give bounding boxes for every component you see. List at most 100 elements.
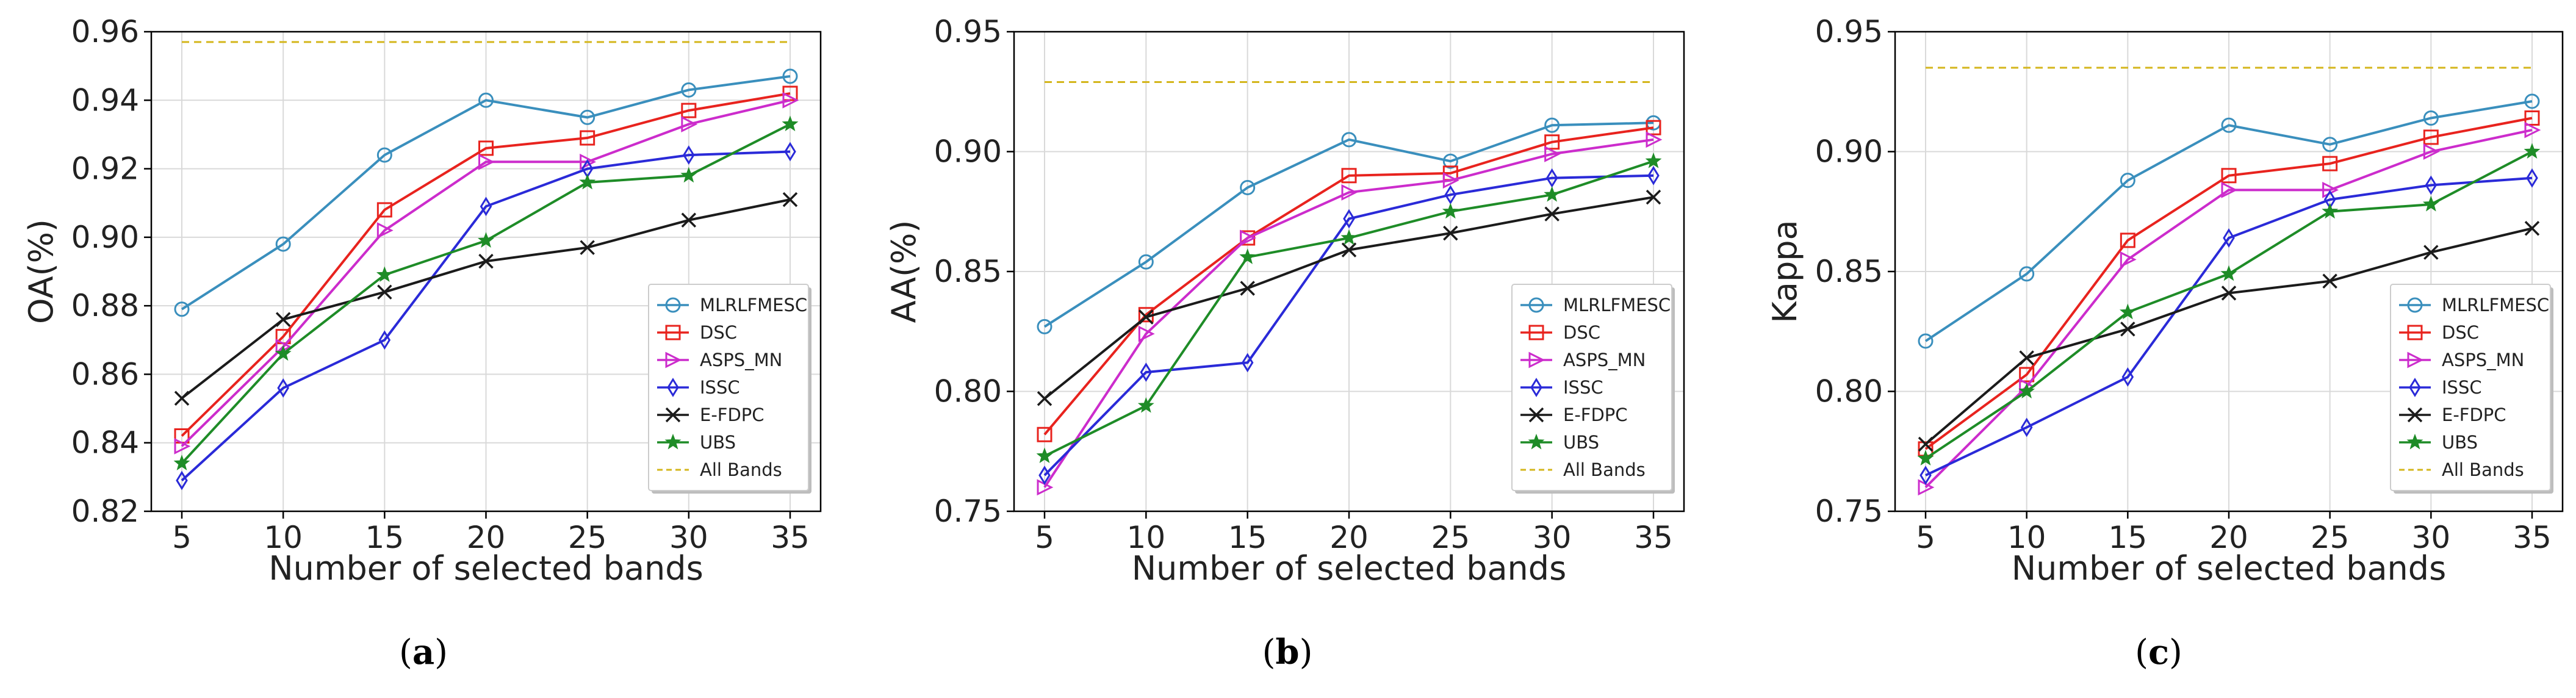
data-point: [1241, 353, 1254, 373]
data-point: [1240, 281, 1255, 296]
caption-letter: c: [2148, 632, 2169, 672]
data-point: [2221, 117, 2237, 133]
data-point: [275, 312, 291, 327]
legend-label: UBS: [2442, 432, 2478, 453]
data-point: [1138, 325, 1155, 342]
data-point: [277, 378, 289, 398]
legend-marker: [2407, 351, 2424, 369]
x-tick-label: 5: [1035, 520, 1054, 555]
data-point: [478, 92, 494, 108]
data-point: [1038, 466, 1051, 485]
legend-label: ISSC: [2442, 377, 2482, 398]
data-point: [2526, 168, 2538, 188]
data-point: [1139, 309, 1154, 325]
caption-letter: b: [1275, 632, 1299, 672]
legend-label: ASPS_MN: [1563, 350, 1646, 370]
data-point: [2220, 265, 2237, 281]
data-point: [580, 240, 595, 255]
data-point: [782, 115, 799, 132]
y-tick-label: 0.85: [1815, 254, 1883, 289]
caption-close-paren: ): [1300, 633, 1313, 672]
series-ubs: [1917, 143, 2541, 466]
data-point: [580, 153, 597, 170]
legend-marker: [1528, 325, 1544, 340]
data-point: [1138, 254, 1154, 270]
legend-label: DSC: [1563, 322, 1600, 343]
data-point: [376, 222, 394, 239]
legend-marker: [664, 433, 682, 450]
data-point: [176, 470, 188, 491]
data-point: [2121, 367, 2134, 387]
x-tick-label: 10: [2007, 520, 2046, 555]
legend-marker: [2407, 297, 2423, 313]
legend-box: [1511, 284, 1672, 491]
data-point: [2423, 129, 2439, 145]
y-tick-label: 0.88: [71, 288, 139, 323]
series-line: [1043, 121, 1654, 328]
x-axis-label: Number of selected bands: [2012, 549, 2446, 588]
legend-marker: [2406, 433, 2423, 450]
data-point: [275, 345, 292, 361]
series-line: [1043, 126, 1654, 436]
caption-open-paren: (: [1262, 633, 1276, 672]
data-point: [1340, 229, 1358, 245]
x-tick-label: 25: [2311, 520, 2350, 555]
data-point: [681, 82, 697, 98]
legend-marker: [2407, 407, 2423, 423]
x-tick-label: 15: [1228, 520, 1267, 555]
legend-box: [2390, 284, 2551, 491]
series-e-fdpc: [1037, 189, 1661, 406]
series-e-fdpc: [1918, 221, 2540, 452]
data-point: [2019, 367, 2035, 383]
data-point: [378, 330, 391, 350]
data-point: [1545, 168, 1558, 188]
legend-label: All Bands: [700, 459, 782, 480]
legend-label: ISSC: [1563, 377, 1603, 398]
y-axis-label: OA(%): [22, 219, 60, 324]
data-point: [480, 196, 492, 217]
data-point: [2524, 121, 2541, 139]
data-point: [478, 140, 494, 156]
legend-marker: [2409, 378, 2421, 397]
data-point: [1037, 318, 1052, 334]
data-point: [2422, 195, 2439, 212]
data-point: [2524, 110, 2540, 126]
data-point: [376, 147, 392, 163]
data-point: [377, 284, 392, 300]
series-line: [181, 75, 791, 311]
data-point: [478, 153, 495, 170]
y-tick-label: 0.90: [934, 134, 1002, 170]
legend-label: E-FDPC: [1563, 405, 1628, 425]
series-issc: [176, 142, 796, 491]
legend-box: [648, 284, 809, 491]
y-tick-label: 0.90: [1815, 134, 1883, 170]
data-point: [174, 301, 190, 317]
x-tick-label: 35: [1634, 520, 1673, 555]
legend-marker: [667, 378, 679, 397]
data-point: [1646, 189, 1661, 205]
data-point: [1647, 165, 1660, 185]
legend-marker: [1528, 351, 1545, 369]
data-point: [2221, 168, 2237, 184]
data-point: [1240, 229, 1257, 246]
data-point: [2423, 143, 2440, 160]
data-point: [2020, 417, 2033, 437]
data-point: [1918, 333, 1934, 349]
series-dsc: [1918, 110, 2540, 457]
data-point: [1917, 450, 1934, 466]
y-tick-label: 0.94: [71, 82, 139, 118]
legend-label: DSC: [700, 322, 737, 343]
data-point: [1444, 185, 1457, 205]
y-axis-label: Kappa: [1766, 220, 1804, 323]
legend-marker: [665, 325, 681, 340]
data-point: [1443, 225, 1458, 241]
data-point: [1919, 466, 1932, 485]
data-point: [2322, 156, 2338, 171]
series-line: [181, 150, 791, 481]
series-mlrlfmesc: [174, 68, 798, 317]
series-issc: [1919, 168, 2538, 485]
data-point: [2423, 245, 2439, 260]
data-point: [2322, 203, 2339, 219]
legend-label: MLRLFMESC: [700, 295, 807, 315]
data-point: [2223, 228, 2235, 248]
